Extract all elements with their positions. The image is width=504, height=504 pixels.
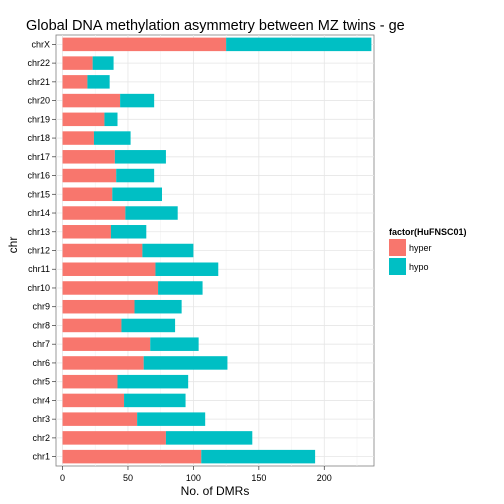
bar-hyper-chr7 xyxy=(62,337,151,351)
legend-label-hyper: hyper xyxy=(409,243,432,253)
bar-hyper-chr20 xyxy=(62,93,121,108)
bar-hyper-chr11 xyxy=(62,262,156,276)
bar-hypo-chrX xyxy=(226,37,372,52)
legend-key-hypo xyxy=(389,258,406,275)
y-tick-label: chr20 xyxy=(27,96,50,106)
y-tick-label: chr22 xyxy=(27,58,50,68)
bar-hyper-chr12 xyxy=(62,243,143,258)
bar-hypo-chr10 xyxy=(158,281,203,295)
bar-hyper-chr19 xyxy=(62,112,105,127)
bar-hypo-chr1 xyxy=(201,449,316,464)
y-tick-label: chr7 xyxy=(32,339,50,349)
bar-hyper-chr6 xyxy=(62,356,144,370)
y-tick-label: chr15 xyxy=(27,189,50,199)
bar-hyper-chr13 xyxy=(62,225,111,239)
legend: factor(HuFNSC01) hyper hypo xyxy=(389,227,467,275)
x-tick-label: 0 xyxy=(60,473,65,483)
x-axis-title: No. of DMRs xyxy=(181,484,250,498)
bar-hypo-chr17 xyxy=(114,150,166,164)
x-tick-label: 200 xyxy=(317,473,332,483)
y-tick-label: chr18 xyxy=(27,133,50,143)
bar-hyper-chr1 xyxy=(62,449,202,464)
y-tick-label: chr2 xyxy=(32,433,50,443)
x-tick-label: 100 xyxy=(186,473,201,483)
y-tick-label: chr4 xyxy=(32,395,50,405)
bar-hypo-chr7 xyxy=(150,337,199,351)
bar-hypo-chr2 xyxy=(165,431,253,445)
y-tick-label: chr16 xyxy=(27,171,50,181)
bar-hypo-chr19 xyxy=(104,112,118,127)
y-tick-label: chr19 xyxy=(27,114,50,124)
bar-hypo-chr22 xyxy=(92,56,114,70)
bar-hyper-chr14 xyxy=(62,206,126,220)
bar-hypo-chr18 xyxy=(93,131,131,145)
y-tick-label: chr14 xyxy=(27,208,50,218)
bar-hyper-chr21 xyxy=(62,75,88,89)
bar-hyper-chr17 xyxy=(62,150,115,164)
bar-hypo-chr14 xyxy=(125,206,178,220)
bar-hypo-chr6 xyxy=(143,356,228,370)
chart-title: Global DNA methylation asymmetry between… xyxy=(26,18,405,34)
bar-hyper-chr5 xyxy=(62,374,118,389)
bar-hypo-chr9 xyxy=(134,299,182,314)
bar-hypo-chr15 xyxy=(112,187,162,202)
bar-hyper-chrX xyxy=(62,37,227,52)
y-tick-label: chr17 xyxy=(27,152,50,162)
y-axis-ticks: chr1 chr2 chr3 chr4 chr5 chr6 chr7 chr8 chr9 chr1… xyxy=(27,39,56,462)
bar-hyper-chr16 xyxy=(62,168,117,183)
y-tick-label: chr13 xyxy=(27,227,50,237)
x-tick-label: 150 xyxy=(251,473,266,483)
bar-hypo-chr21 xyxy=(87,75,110,89)
x-axis-ticks: 0 50 100 150 200 xyxy=(60,466,332,483)
y-tick-label: chr21 xyxy=(27,77,50,87)
y-tick-label: chr5 xyxy=(32,377,50,387)
bar-hypo-chr3 xyxy=(137,412,206,426)
bar-hypo-chr5 xyxy=(117,374,189,389)
bar-hyper-chr22 xyxy=(62,56,93,70)
bar-hypo-chr16 xyxy=(116,168,155,183)
y-tick-label: chr6 xyxy=(32,358,50,368)
y-tick-label: chr11 xyxy=(28,264,50,274)
y-tick-label: chr1 xyxy=(32,452,50,462)
y-tick-label: chr3 xyxy=(32,414,50,424)
bar-hypo-chr12 xyxy=(142,243,194,258)
bar-hyper-chr2 xyxy=(62,431,166,445)
bar-hypo-chr13 xyxy=(110,225,147,239)
x-tick-label: 50 xyxy=(123,473,133,483)
bar-hyper-chr4 xyxy=(62,393,125,408)
y-axis-title: chr xyxy=(6,237,20,254)
legend-title: factor(HuFNSC01) xyxy=(389,227,467,237)
y-tick-label: chrX xyxy=(31,39,50,49)
bar-hypo-chr4 xyxy=(124,393,186,408)
bars xyxy=(62,37,372,464)
y-tick-label: chr8 xyxy=(32,320,50,330)
y-tick-label: chr10 xyxy=(27,283,50,293)
bar-hypo-chr20 xyxy=(120,93,155,108)
bar-hyper-chr18 xyxy=(62,131,94,145)
legend-label-hypo: hypo xyxy=(409,262,429,272)
bar-hyper-chr15 xyxy=(62,187,113,202)
bar-hyper-chr10 xyxy=(62,281,159,295)
bar-hypo-chr8 xyxy=(121,318,176,333)
y-tick-label: chr9 xyxy=(32,302,50,312)
legend-key-hyper xyxy=(389,239,406,256)
bar-hypo-chr11 xyxy=(155,262,219,276)
bar-hyper-chr9 xyxy=(62,299,135,314)
y-tick-label: chr12 xyxy=(27,246,50,256)
bar-hyper-chr3 xyxy=(62,412,138,426)
bar-hyper-chr8 xyxy=(62,318,122,333)
